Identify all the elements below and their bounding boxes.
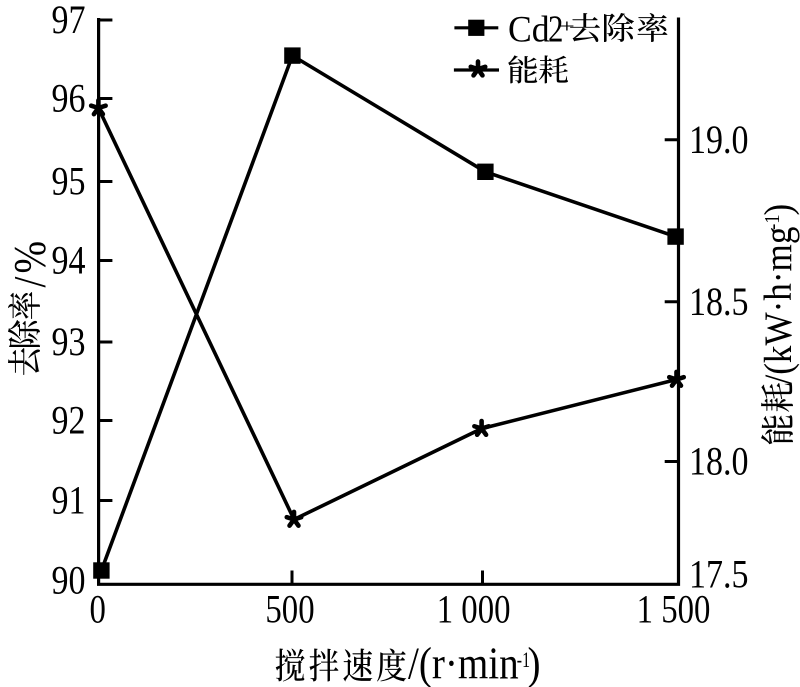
svg-text:0: 0: [90, 586, 106, 631]
svg-text:+: +: [559, 17, 575, 37]
svg-text:18.5: 18.5: [689, 280, 748, 324]
svg-text:%: %: [5, 241, 56, 274]
svg-text:): ): [757, 204, 800, 216]
svg-text:90: 90: [52, 559, 86, 603]
svg-text:19.0: 19.0: [689, 118, 748, 162]
svg-text:Cd: Cd: [508, 8, 550, 50]
svg-text:96: 96: [52, 77, 86, 121]
svg-text:97: 97: [52, 0, 86, 43]
svg-text:1 500: 1 500: [637, 586, 711, 631]
svg-text:-1: -1: [761, 214, 784, 230]
svg-text:94: 94: [52, 239, 86, 283]
svg-text:93: 93: [52, 321, 86, 365]
svg-text:95: 95: [52, 160, 86, 204]
svg-text:/: /: [5, 277, 56, 288]
svg-text:92: 92: [52, 399, 86, 443]
svg-text:1 000: 1 000: [437, 586, 511, 631]
svg-text:18.0: 18.0: [689, 440, 748, 484]
svg-text:-1: -1: [517, 649, 530, 673]
svg-text:/(kW·h·mg: /(kW·h·mg: [757, 227, 800, 385]
svg-text:/(r·min: /(r·min: [408, 638, 519, 687]
svg-text:2: 2: [548, 7, 563, 50]
svg-text:): ): [528, 638, 541, 687]
svg-text:17.5: 17.5: [689, 553, 748, 597]
svg-text:500: 500: [265, 586, 314, 631]
svg-text:91: 91: [52, 479, 86, 523]
